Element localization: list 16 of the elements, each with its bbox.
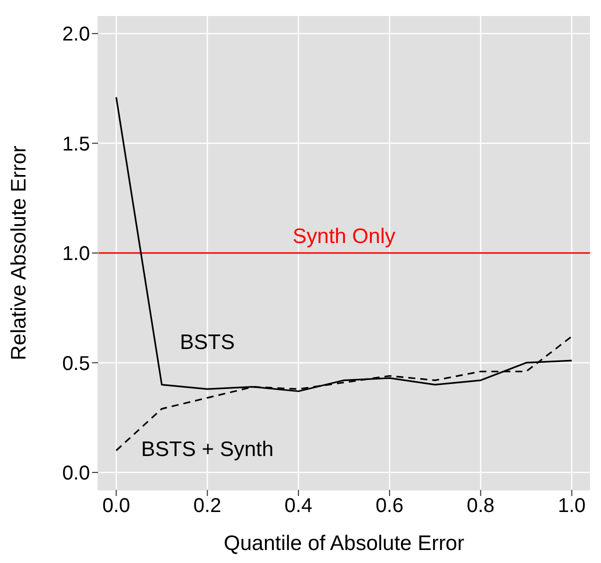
x-tick-label: 0.6 (376, 495, 404, 518)
ref-line-label: Synth Only (292, 225, 396, 248)
y-tick-label: 1.5 (62, 133, 90, 156)
x-tick-label: 1.0 (558, 495, 586, 518)
x-tick-label: 0.0 (102, 495, 130, 518)
y-tick-label: 0.0 (62, 462, 90, 485)
x-axis-title: Quantile of Absolute Error (224, 532, 464, 555)
y-axis-title: Relative Absolute Error (7, 146, 30, 360)
y-tick-label: 2.0 (62, 24, 90, 46)
series-label: BSTS (180, 331, 235, 354)
series-label: BSTS + Synth (141, 438, 274, 461)
y-tick-label: 0.5 (62, 352, 90, 375)
x-tick-label: 0.2 (193, 495, 222, 518)
x-tick-label: 0.8 (466, 495, 495, 518)
x-tick-label: 0.4 (284, 495, 312, 518)
y-tick-label: 1.0 (62, 243, 90, 266)
